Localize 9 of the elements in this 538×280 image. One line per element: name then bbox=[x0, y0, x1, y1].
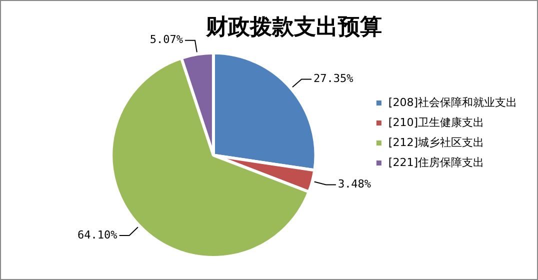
legend-label: [208]社会保障和就业支出 bbox=[388, 96, 518, 109]
data-label: 27.35% bbox=[314, 72, 354, 86]
legend-label: [210]卫生健康支出 bbox=[388, 116, 484, 129]
data-label: 3.48% bbox=[338, 178, 372, 191]
legend-label: [212]城乡社区支出 bbox=[388, 136, 484, 149]
data-label: 5.07% bbox=[150, 33, 184, 46]
legend-label: [221]住房保障支出 bbox=[388, 156, 484, 169]
chart-title: 财政拨款支出预算 bbox=[205, 14, 382, 40]
data-label: 64.10% bbox=[78, 228, 118, 242]
